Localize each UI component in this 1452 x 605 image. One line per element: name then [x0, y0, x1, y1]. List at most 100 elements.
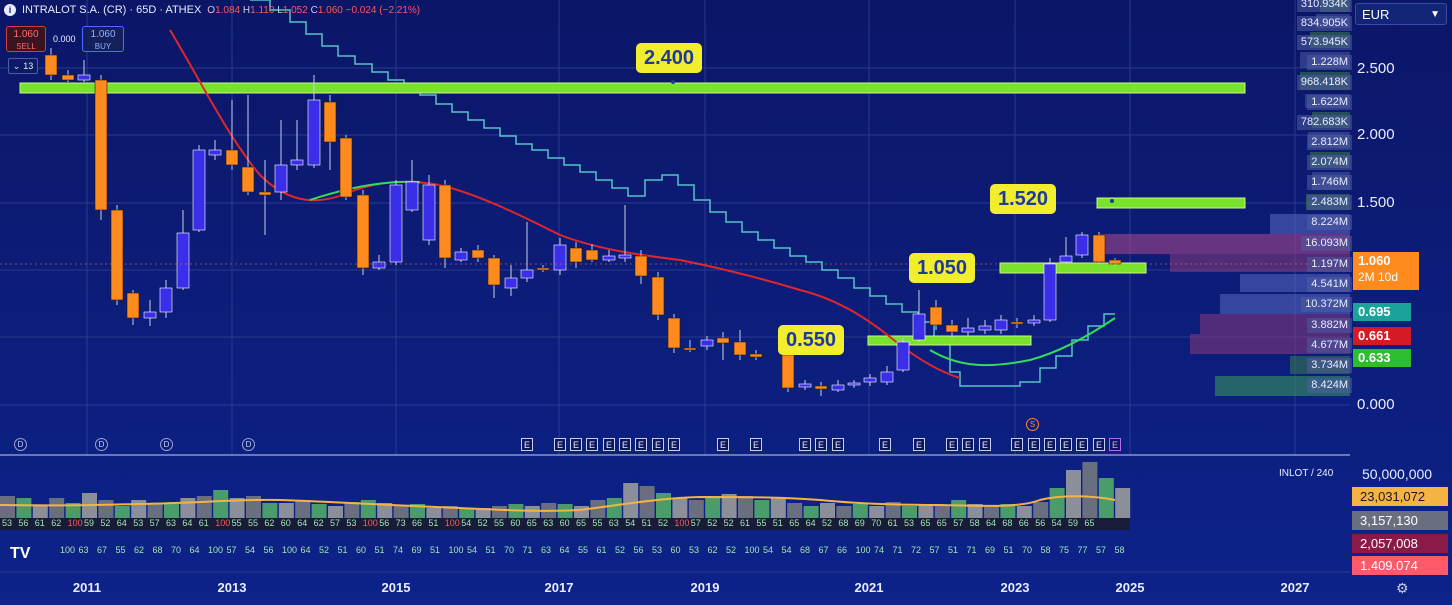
earnings-marker[interactable]: E [1076, 438, 1088, 451]
volume-profile-label: 834.905K [1296, 16, 1352, 31]
earnings-marker[interactable]: E [832, 438, 844, 451]
indicator-toggle[interactable]: ⌄ 13 [8, 58, 38, 74]
earnings-marker[interactable]: E [946, 438, 958, 451]
indicator-value: 63 [78, 545, 89, 555]
candle-body [831, 384, 845, 391]
indicator-value: 52 [100, 518, 111, 528]
candle-body [961, 327, 975, 333]
volume-bar [738, 496, 753, 518]
earnings-marker[interactable]: E [586, 438, 598, 451]
earnings-marker[interactable]: E [603, 438, 615, 451]
volume-bar [328, 506, 343, 518]
dividend-marker[interactable]: D [160, 438, 173, 451]
tradingview-logo[interactable]: TV [10, 545, 31, 562]
indicator-value: 54 [781, 545, 792, 555]
volume-bar [98, 500, 114, 518]
indicator-value: 51 [337, 545, 348, 555]
volume-profile-label: 2.074M [1307, 155, 1352, 170]
indicator-value: 59 [84, 518, 95, 528]
price-axis-label: 2.000 [1357, 126, 1395, 143]
gear-icon[interactable]: ⚙ [1396, 580, 1409, 596]
price-chart[interactable] [0, 0, 1350, 605]
split-marker[interactable]: S [1026, 418, 1039, 431]
candle-body [422, 184, 436, 241]
indicator-value: 52 [615, 545, 626, 555]
earnings-marker[interactable]: E [979, 438, 991, 451]
indicator-value: 59 [1068, 518, 1079, 528]
indicator-value: 61 [887, 518, 898, 528]
earnings-marker[interactable]: E [570, 438, 582, 451]
candle-body [814, 385, 828, 390]
earnings-marker[interactable]: E [913, 438, 925, 451]
earnings-marker[interactable]: E [521, 438, 533, 451]
currency-select[interactable]: EUR ▼ [1355, 3, 1447, 25]
dividend-marker[interactable]: D [242, 438, 255, 451]
volume-bar [590, 500, 606, 518]
indicator-value: 56 [18, 518, 29, 528]
price-axis-label: 0.000 [1357, 396, 1395, 413]
earnings-marker[interactable]: E [1028, 438, 1040, 451]
volume-bar [852, 504, 868, 518]
symbol-title[interactable]: INTRALOT S.A. (CR) · 65D · ATHEX [22, 4, 202, 16]
indicator-value: 51 [428, 518, 439, 528]
candle-body [912, 313, 926, 341]
level-1050 [999, 262, 1147, 274]
earnings-marker[interactable]: E [879, 438, 891, 451]
earnings-marker[interactable]: E [668, 438, 680, 451]
candle-body [1092, 234, 1106, 263]
candle-body [896, 341, 910, 371]
candle-body [339, 137, 353, 198]
earnings-marker[interactable]: E [962, 438, 974, 451]
earnings-marker[interactable]: E [619, 438, 631, 451]
indicator-value: 65 [1084, 518, 1095, 528]
volume-bar [459, 508, 475, 518]
earnings-marker[interactable]: E [815, 438, 827, 451]
earnings-marker[interactable]: E [799, 438, 811, 451]
volume-profile-label: 573.945K [1296, 35, 1352, 50]
earnings-marker[interactable]: E [652, 438, 664, 451]
indicator-value: 57 [690, 518, 701, 528]
volume-bar [705, 496, 721, 518]
volume-bar [180, 498, 196, 518]
earnings-marker[interactable]: E [554, 438, 566, 451]
earnings-marker[interactable]: E [750, 438, 762, 451]
candle-body [651, 276, 665, 316]
ohlc-readout: O1.084 H1.110 L1.052 C1.060 −0.024 (−2.2… [207, 4, 421, 16]
volume-profile-label: 8.224M [1307, 215, 1352, 230]
indicator-value: 51 [948, 545, 959, 555]
candle-body [880, 371, 894, 383]
candle-body [1075, 234, 1089, 256]
sell-button[interactable]: 1.060 SELL [6, 26, 46, 52]
callout-2400[interactable]: 2.400 [636, 43, 703, 73]
earnings-marker[interactable]: E [1109, 438, 1121, 451]
indicator-value: 57 [953, 518, 964, 528]
dividend-marker[interactable]: D [14, 438, 27, 451]
earnings-marker[interactable]: E [1044, 438, 1056, 451]
candle-body [618, 254, 632, 259]
indicator-value: 70 [504, 545, 515, 555]
callout-0550[interactable]: 0.550 [778, 325, 845, 355]
dividend-marker[interactable]: D [95, 438, 108, 451]
earnings-marker[interactable]: E [717, 438, 729, 451]
indicator-value: 58 [1114, 545, 1125, 555]
earnings-marker[interactable]: E [1093, 438, 1105, 451]
callout-1050[interactable]: 1.050 [909, 253, 976, 283]
indicator-value: 53 [2, 518, 13, 528]
volume-bar [770, 498, 786, 518]
candle-body [1043, 263, 1057, 321]
earnings-marker[interactable]: E [1011, 438, 1023, 451]
earnings-marker[interactable]: E [635, 438, 647, 451]
callout-1520[interactable]: 1.520 [990, 184, 1057, 214]
volume-bar [672, 498, 688, 518]
buy-button[interactable]: 1.060 BUY [82, 26, 124, 52]
indicator-value: 53 [689, 545, 700, 555]
earnings-marker[interactable]: E [1060, 438, 1072, 451]
volume-profile-label: 2.483M [1307, 195, 1352, 210]
candle-body [258, 191, 272, 196]
indicator-value: 66 [1018, 518, 1029, 528]
indicator-value: 54 [625, 518, 636, 528]
volume-bar [213, 490, 229, 518]
indicator-value: 55 [578, 545, 589, 555]
volume-bar [246, 496, 261, 518]
indicator-value: 54 [467, 545, 478, 555]
